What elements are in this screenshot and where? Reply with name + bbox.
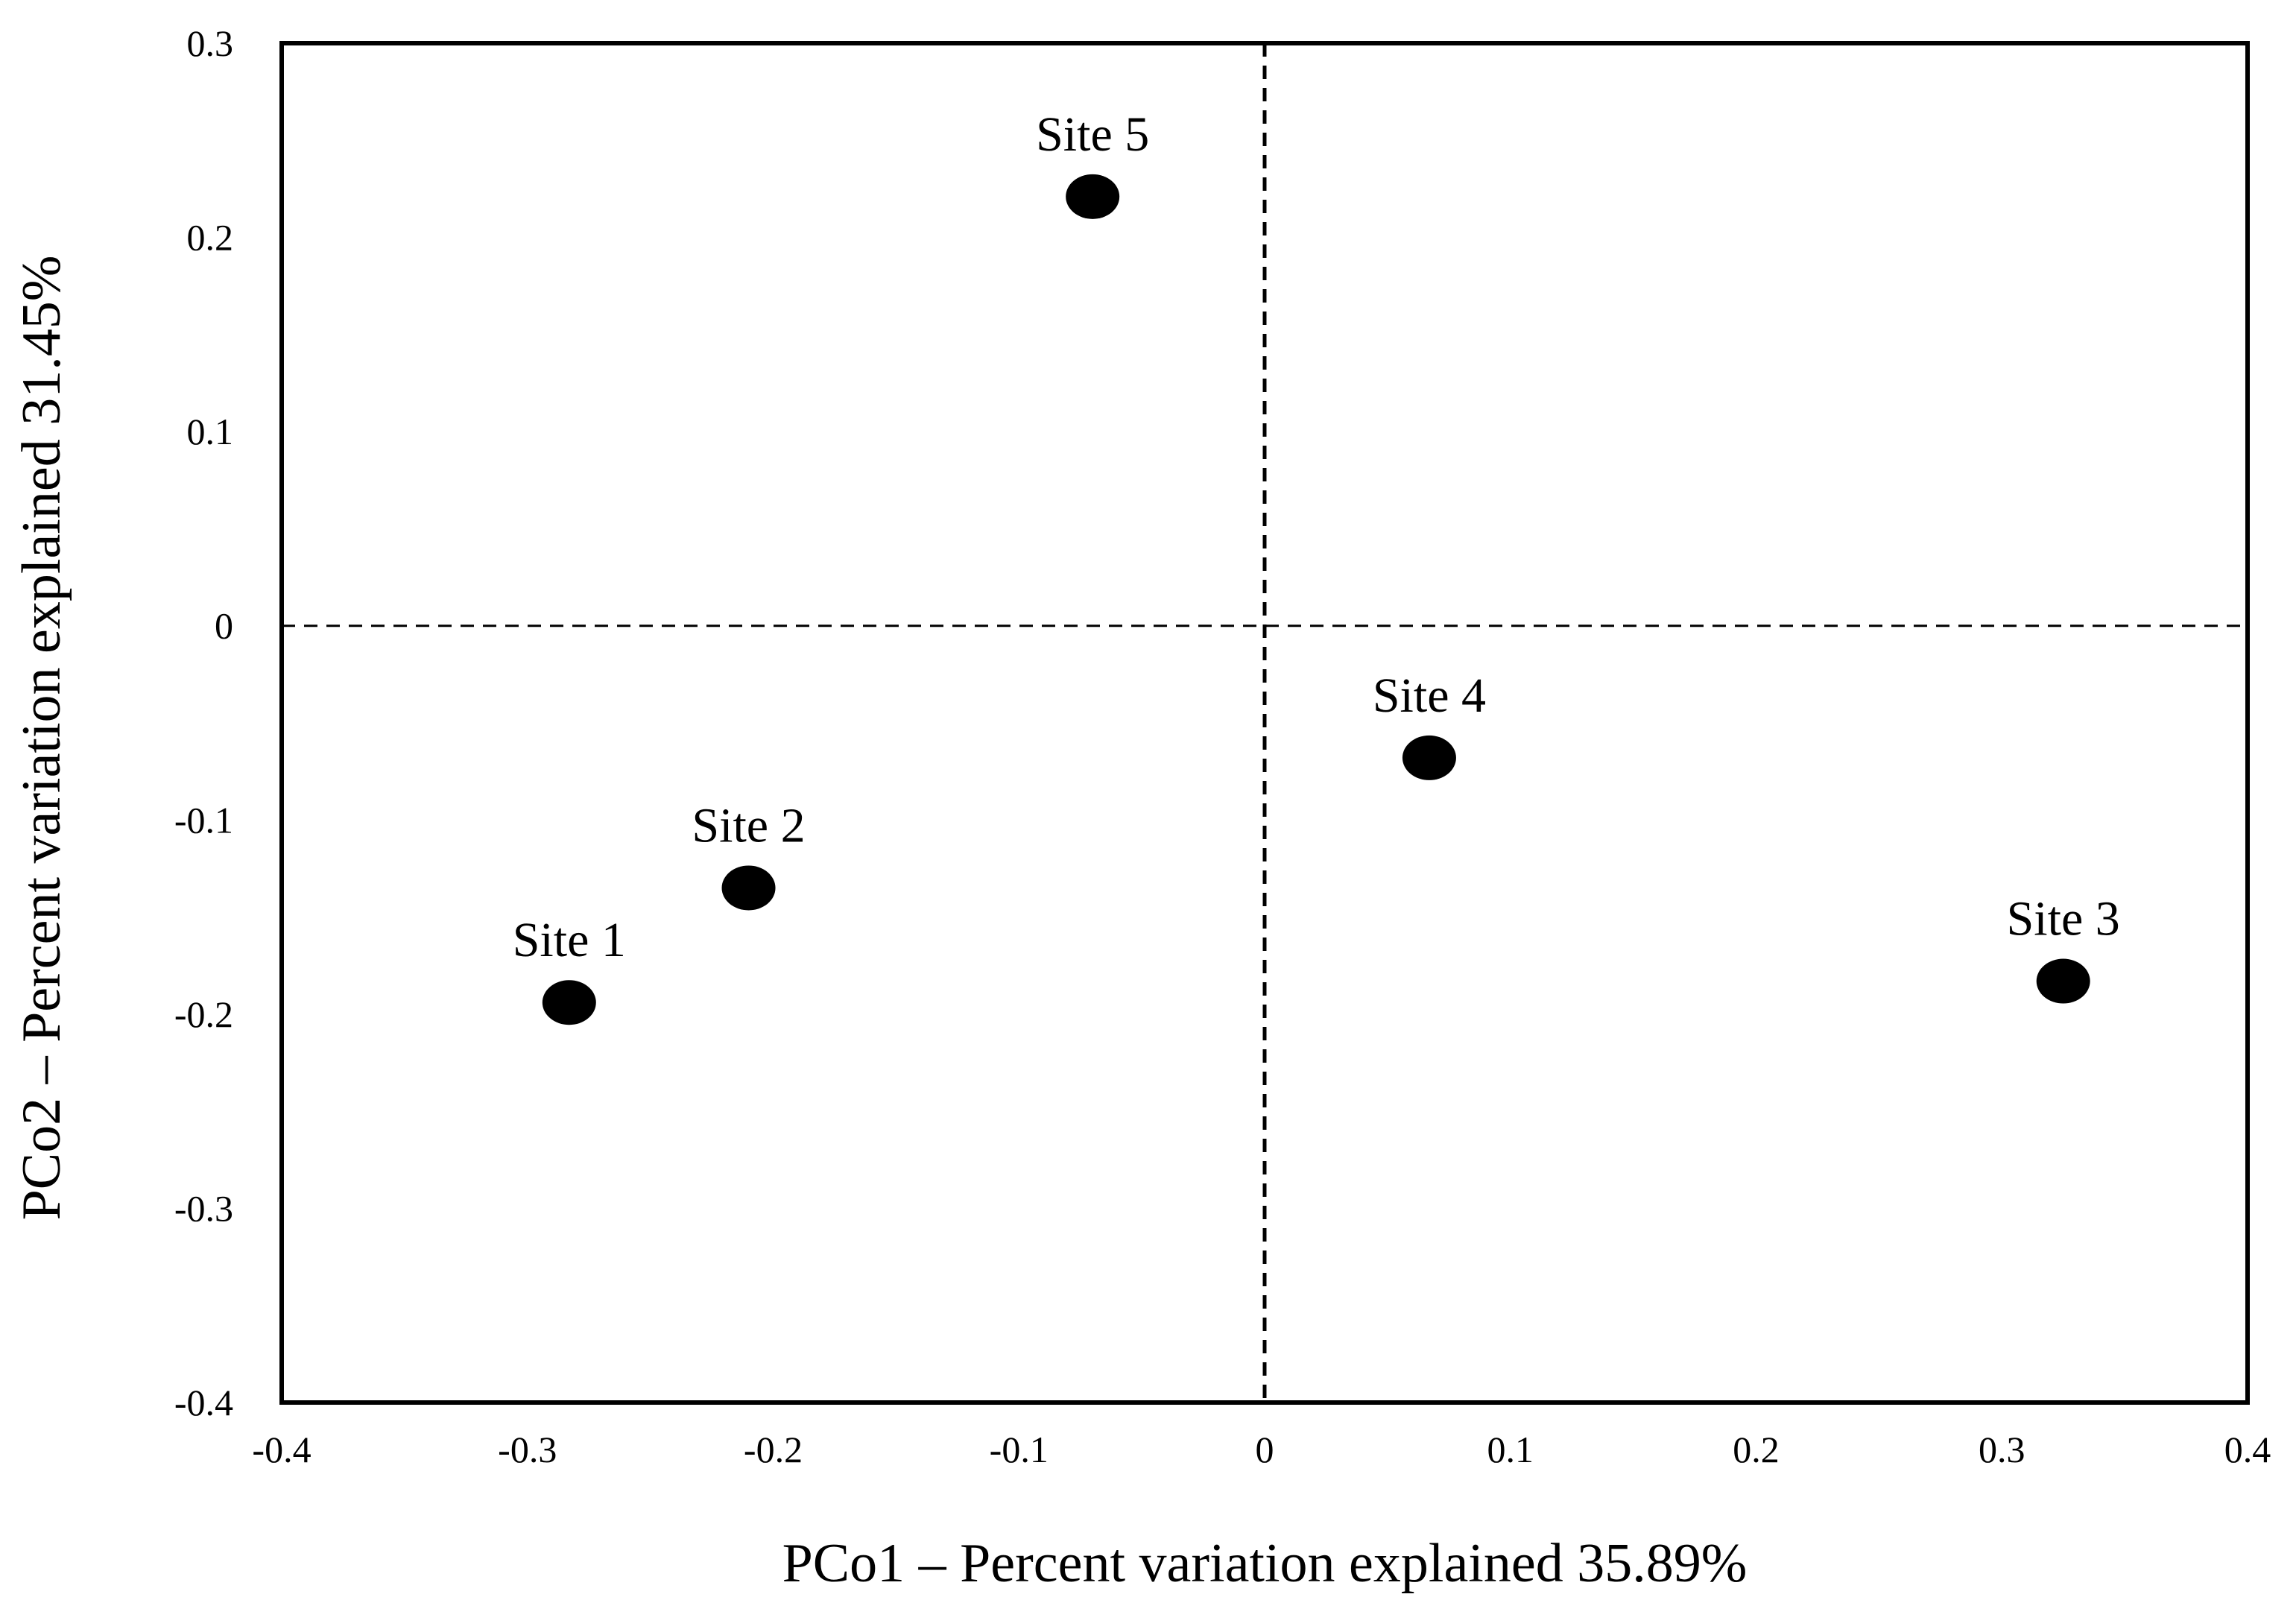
x-tick-label: 0 xyxy=(1256,1429,1274,1470)
y-axis-tick-labels: -0.4 -0.3 -0.2 -0.1 0 0.1 0.2 0.3 xyxy=(174,22,233,1423)
point-label-site-4: Site 4 xyxy=(1373,668,1486,723)
y-tick-label: -0.1 xyxy=(174,799,233,841)
x-tick-label: 0.3 xyxy=(1979,1429,2025,1470)
y-tick-label: -0.4 xyxy=(174,1382,233,1423)
y-tick-label: -0.3 xyxy=(174,1187,233,1229)
x-tick-label: -0.2 xyxy=(744,1429,803,1470)
y-tick-label: 0 xyxy=(215,605,233,647)
data-point-site-4 xyxy=(1402,735,1456,780)
y-tick-label: -0.2 xyxy=(174,993,233,1035)
data-point-labels: Site 1 Site 2 Site 3 Site 4 Site 5 xyxy=(513,107,2120,967)
y-axis-title: PCo2 – Percent variation explained 31.45… xyxy=(11,256,72,1221)
point-label-site-5: Site 5 xyxy=(1036,107,1149,162)
data-points xyxy=(542,174,2090,1025)
y-tick-label: 0.2 xyxy=(187,217,234,259)
data-point-site-1 xyxy=(542,980,596,1025)
x-tick-label: -0.1 xyxy=(990,1429,1049,1470)
data-point-site-2 xyxy=(721,865,776,911)
reference-lines xyxy=(282,43,2248,1403)
point-label-site-1: Site 1 xyxy=(513,913,626,967)
y-tick-label: 0.3 xyxy=(187,22,234,64)
x-tick-label: -0.3 xyxy=(498,1429,557,1470)
data-point-site-3 xyxy=(2036,958,2090,1004)
data-point-site-5 xyxy=(1066,174,1120,219)
y-tick-label: 0.1 xyxy=(187,411,234,452)
x-tick-label: 0.1 xyxy=(1487,1429,1534,1470)
point-label-site-3: Site 3 xyxy=(2007,892,2120,946)
point-label-site-2: Site 2 xyxy=(692,798,805,853)
x-axis-title: PCo1 – Percent variation explained 35.89… xyxy=(782,1533,1748,1594)
plot-area-frame xyxy=(279,41,2250,1405)
x-tick-label: 0.4 xyxy=(2224,1429,2271,1470)
x-tick-label: 0.2 xyxy=(1733,1429,1780,1470)
x-tick-label: -0.4 xyxy=(252,1429,311,1470)
x-axis-tick-labels: -0.4 -0.3 -0.2 -0.1 0 0.1 0.2 0.3 0.4 xyxy=(252,1429,2271,1470)
